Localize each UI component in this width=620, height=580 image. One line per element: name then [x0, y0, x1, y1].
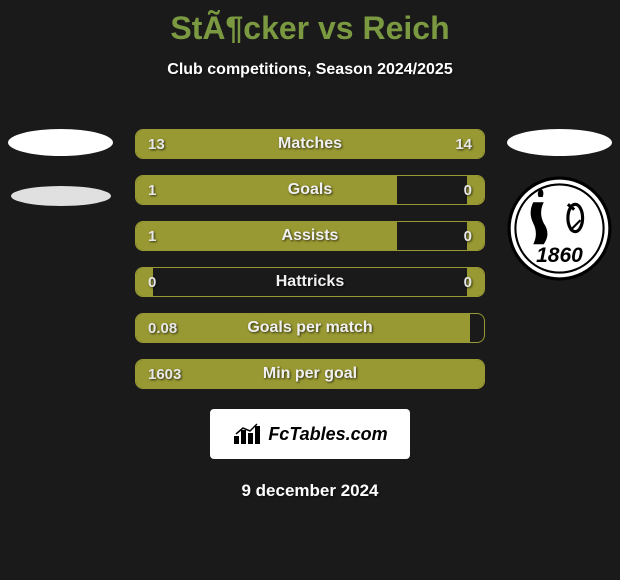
svg-text:1860: 1860 — [536, 244, 583, 267]
stat-label: Min per goal — [136, 365, 484, 383]
date-text: 9 december 2024 — [0, 481, 620, 501]
stat-row-goals: 1 Goals 0 — [135, 175, 485, 205]
stat-row-matches: 13 Matches 14 — [135, 129, 485, 159]
content-area: 1860 13 Matches 14 1 Goals 0 1 — [0, 129, 620, 501]
right-player-badge: 1860 — [507, 129, 612, 281]
stat-row-hattricks: 0 Hattricks 0 — [135, 267, 485, 297]
stat-value-right: 14 — [455, 136, 472, 153]
fctables-chart-icon — [232, 422, 262, 446]
club-crest-1860: 1860 — [507, 176, 612, 281]
fctables-logo: FcTables.com — [210, 409, 410, 459]
vs-text: vs — [318, 10, 354, 46]
right-oval-1 — [507, 129, 612, 156]
stats-list: 13 Matches 14 1 Goals 0 1 Assists 0 — [135, 129, 485, 389]
stat-label: Goals — [136, 181, 484, 199]
stat-row-min-per-goal: 1603 Min per goal — [135, 359, 485, 389]
comparison-title: StÃ¶cker vs Reich — [0, 0, 620, 47]
stat-label: Assists — [136, 227, 484, 245]
player1-name: StÃ¶cker — [170, 10, 309, 46]
fctables-text: FcTables.com — [268, 424, 387, 445]
stat-row-goals-per-match: 0.08 Goals per match — [135, 313, 485, 343]
player2-name: Reich — [362, 10, 449, 46]
main-container: StÃ¶cker vs Reich Club competitions, Sea… — [0, 0, 620, 501]
stat-label: Hattricks — [136, 273, 484, 291]
stat-value-right: 0 — [464, 228, 472, 245]
left-oval-1 — [8, 129, 113, 156]
stat-value-right: 0 — [464, 274, 472, 291]
stat-value-right: 0 — [464, 182, 472, 199]
stat-row-assists: 1 Assists 0 — [135, 221, 485, 251]
stat-label: Goals per match — [136, 319, 484, 337]
stat-label: Matches — [136, 135, 484, 153]
season-subtitle: Club competitions, Season 2024/2025 — [0, 61, 620, 79]
left-player-badge — [8, 129, 113, 206]
left-oval-2 — [11, 186, 111, 206]
